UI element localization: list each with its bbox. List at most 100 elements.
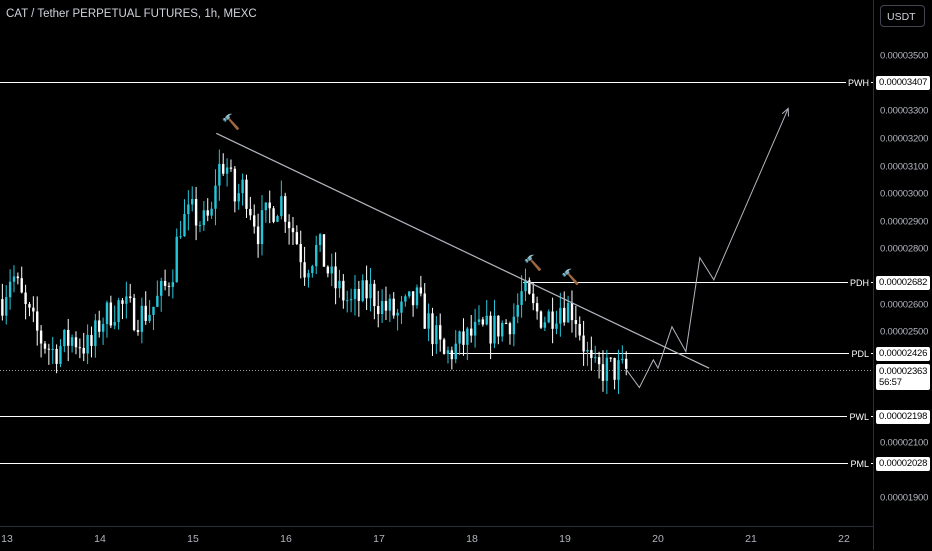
candle-body [594, 357, 597, 359]
candle [621, 345, 624, 364]
candle [442, 337, 446, 355]
candle-body [342, 280, 345, 301]
candle [423, 283, 426, 329]
candle-body [24, 292, 27, 305]
candle-body [318, 234, 322, 245]
candle [419, 275, 423, 297]
candle [202, 201, 206, 231]
candle [12, 265, 16, 293]
candle-body [287, 221, 291, 229]
candle-body [462, 331, 465, 345]
candle [284, 192, 287, 233]
candle [528, 277, 531, 295]
candle [361, 274, 364, 303]
candle-body [233, 168, 237, 202]
level-label-pwl: PWL [847, 411, 871, 422]
level-value-pml: 0.00002028 [876, 456, 930, 471]
candle [78, 338, 82, 359]
candle-body [435, 325, 438, 345]
candle-body [163, 280, 167, 286]
chart-canvas[interactable] [0, 0, 873, 526]
candle [148, 300, 151, 323]
candle-body [51, 348, 54, 350]
price-tick-label: 0.00003100 [880, 161, 929, 172]
candle [59, 339, 62, 368]
candle-body [563, 307, 566, 323]
candle-body [442, 339, 446, 354]
candle [605, 349, 609, 395]
time-axis[interactable]: 13 14 15 16 17 18 19 20 21 22 [0, 526, 873, 551]
candle [625, 351, 628, 376]
candle-body [590, 350, 593, 359]
candle-body [473, 321, 477, 336]
candle [380, 289, 384, 323]
candle [338, 269, 341, 298]
candle [132, 293, 136, 332]
candle [260, 195, 264, 256]
chart-title: CAT / Tether PERPETUAL FUTURES, 1h, MEXC [6, 8, 257, 20]
level-value-pdl: 0.00002426 [876, 346, 930, 361]
candle [346, 290, 349, 313]
candle-body [454, 343, 457, 360]
currency-button[interactable]: USDT [880, 5, 925, 27]
candle [287, 214, 291, 245]
candle-body [74, 337, 78, 348]
candle-body [241, 179, 244, 194]
price-tick-label: 0.00002600 [880, 299, 929, 311]
candle-body [400, 301, 403, 313]
candle [411, 291, 415, 317]
candlesticks [1, 149, 628, 395]
candle-body [446, 350, 450, 354]
candle [47, 343, 51, 365]
candle [353, 274, 357, 316]
candle [16, 272, 20, 285]
candle [256, 213, 260, 258]
candle [512, 303, 516, 347]
candle-body [160, 280, 163, 296]
level-value-pdh: 0.00002682 [876, 275, 930, 290]
candle [427, 303, 430, 342]
candle [187, 190, 190, 231]
candle-body [94, 320, 97, 346]
candle-body [605, 357, 609, 381]
candle [121, 297, 124, 320]
candle [315, 235, 318, 275]
time-tick-label: 22 [838, 533, 850, 545]
candle [82, 332, 85, 362]
candle-body [396, 312, 399, 316]
horizontal-levels [0, 82, 873, 464]
candle [578, 316, 581, 341]
candle [446, 346, 450, 364]
candle-body [98, 320, 101, 332]
candle [326, 265, 330, 278]
candle-body [334, 266, 337, 289]
current-price-box: 0.00002363 56:57 [876, 363, 930, 390]
candle-body [477, 319, 481, 322]
candle-body [566, 302, 570, 323]
candle-body [218, 163, 221, 186]
candle-body [129, 296, 132, 299]
candle [574, 305, 578, 338]
candle-body [1, 299, 4, 316]
candle-body [346, 300, 349, 302]
candle-body [439, 325, 442, 340]
candle [508, 321, 512, 345]
candle [373, 279, 376, 320]
candle [582, 320, 585, 366]
candle [152, 306, 155, 331]
candle [24, 284, 27, 320]
candle-body [117, 300, 120, 323]
candle-body [551, 311, 554, 329]
projection-path [626, 108, 789, 389]
price-tick-label: 0.00003300 [880, 105, 929, 117]
candle-body [384, 301, 388, 311]
candle [191, 186, 194, 212]
candle [214, 169, 217, 226]
price-axis[interactable]: USDT 0.00003500 0.00003300 0.00003200 0.000… [873, 0, 932, 550]
candle [617, 349, 620, 394]
candle-body [307, 273, 310, 278]
candle-body [388, 298, 392, 311]
candle [101, 317, 105, 345]
candle [90, 326, 93, 358]
candle [357, 280, 361, 317]
